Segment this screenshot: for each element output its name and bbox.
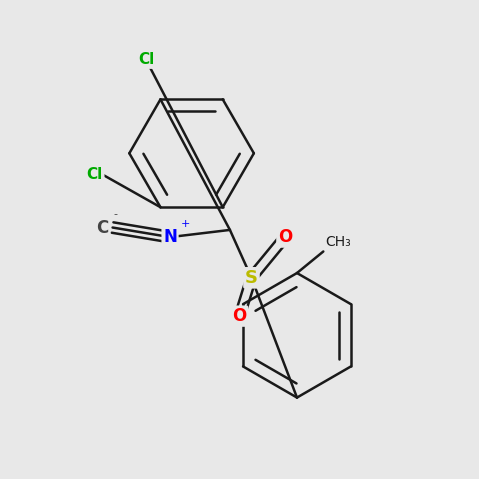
Text: C: C <box>96 218 109 237</box>
Text: S: S <box>245 269 258 287</box>
Text: -: - <box>114 209 117 219</box>
Text: +: + <box>181 219 190 229</box>
Text: N: N <box>163 228 177 246</box>
Text: O: O <box>278 228 292 246</box>
Text: O: O <box>232 307 247 325</box>
Text: Cl: Cl <box>138 52 154 68</box>
Text: CH₃: CH₃ <box>326 235 352 249</box>
Text: Cl: Cl <box>87 167 103 182</box>
